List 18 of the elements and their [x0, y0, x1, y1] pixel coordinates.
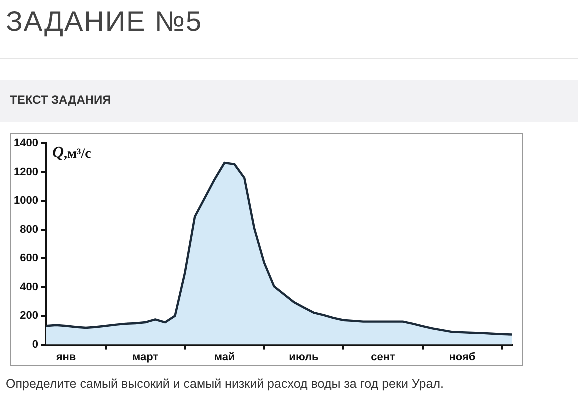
y-tick-label: 1000	[14, 195, 38, 208]
x-tick-label: нояб	[449, 351, 476, 364]
y-tick-label: 600	[20, 252, 38, 265]
x-tick-label: июль	[289, 351, 320, 364]
y-tick-label: 1200	[14, 166, 38, 178]
x-tick-label: май	[214, 351, 236, 364]
y-tick-label: 800	[20, 224, 38, 236]
chart-subtitle: ТЕКСТ ЗАДАНИЯ	[0, 80, 578, 122]
y-tick-label: 200	[20, 310, 38, 322]
y-tick-label: 1400	[14, 138, 38, 150]
y-tick-label: 400	[20, 281, 38, 294]
x-tick-label: сент	[371, 351, 396, 364]
x-tick-label: янв	[56, 351, 76, 364]
x-tick-label: март	[132, 351, 160, 364]
chart-title: ЗАДАНИЕ №5	[6, 6, 203, 38]
y-tick-label: 0	[32, 338, 38, 351]
text: Определите самый высокий и самый низкий расход воды за год реки Урал.	[6, 377, 444, 391]
y-axis-title: Q,м³/с	[52, 144, 92, 162]
